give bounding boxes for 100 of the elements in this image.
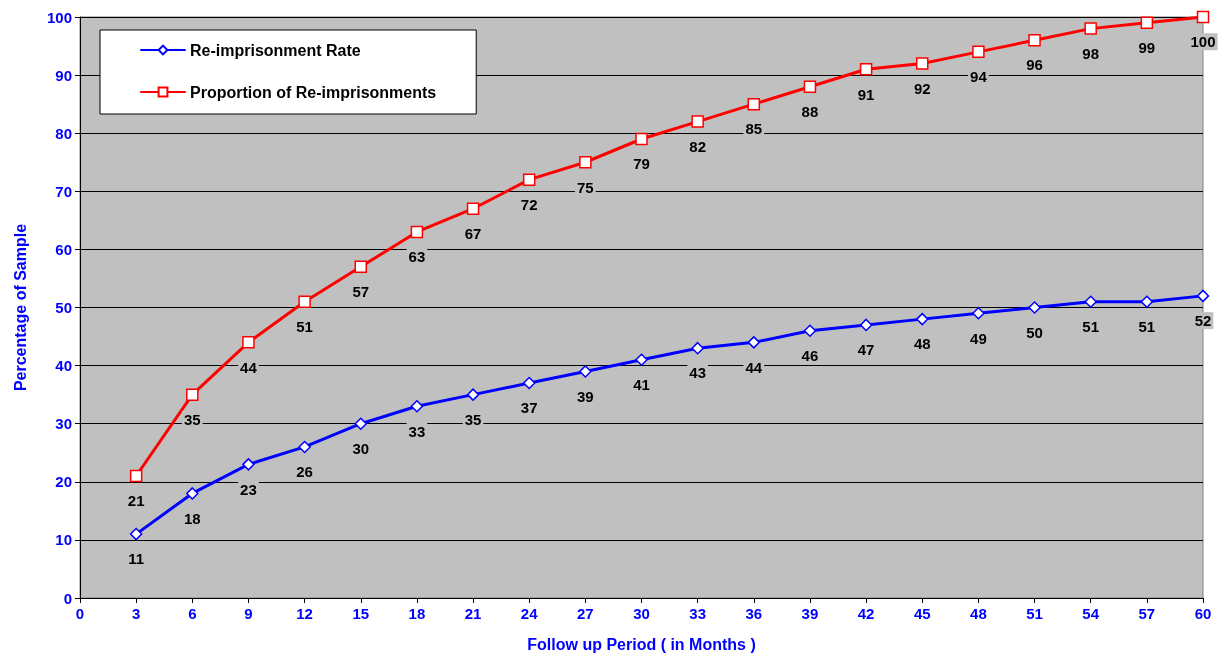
data-label: 63 (408, 248, 426, 266)
data-label: 44 (240, 358, 258, 376)
y-tick-label: 20 (55, 473, 72, 491)
point (129, 527, 143, 541)
x-tick-label: 48 (970, 605, 987, 622)
point (916, 312, 929, 326)
x-tick-label: 36 (745, 605, 763, 622)
y-axis-title: Percentage of Sample (11, 223, 29, 392)
x-tick-label: 57 (1138, 605, 1156, 622)
data-label: 48 (913, 335, 931, 353)
data-label: 79 (633, 155, 650, 173)
y-tick-label: 80 (55, 124, 72, 142)
data-label: 85 (745, 120, 763, 138)
y-tick-label: 0 (63, 589, 72, 607)
x-tick-label: 0 (75, 605, 85, 622)
point (635, 353, 648, 367)
x-tick-label: 54 (1082, 605, 1100, 622)
data-label: 75 (577, 178, 594, 196)
data-label: 94 (970, 68, 988, 86)
data-label: 51 (1138, 317, 1156, 335)
point (1084, 22, 1097, 35)
point (1084, 295, 1097, 308)
y-tick-label: 40 (55, 357, 72, 375)
data-label: 57 (352, 283, 370, 301)
data-label: 47 (857, 341, 875, 359)
data-label: 37 (520, 399, 538, 417)
data-label: 50 (1026, 323, 1043, 341)
point (410, 225, 424, 239)
data-label: 26 (296, 463, 313, 481)
point (691, 341, 704, 355)
point (1028, 301, 1041, 314)
data-label: 82 (689, 137, 706, 155)
point (747, 336, 761, 349)
point (972, 307, 985, 320)
point (1196, 289, 1210, 303)
x-tick-label: 39 (801, 605, 819, 622)
point (859, 318, 873, 332)
data-label: 51 (1082, 317, 1100, 335)
x-tick-label: 24 (520, 605, 539, 622)
x-tick-label: 27 (577, 605, 594, 622)
point (916, 57, 929, 70)
point (579, 156, 592, 169)
x-tick-label: 3 (131, 605, 141, 622)
x-tick-label: 12 (296, 605, 313, 622)
point (354, 417, 367, 430)
y-tick-label: 70 (55, 182, 72, 200)
data-label: 39 (577, 387, 594, 405)
y-tick-label: 50 (55, 299, 72, 316)
point (747, 97, 761, 111)
data-label: 72 (520, 195, 538, 213)
point (522, 376, 536, 390)
point (186, 388, 199, 401)
point (1196, 10, 1210, 24)
data-label: 18 (183, 509, 201, 527)
x-tick-label: 30 (633, 605, 650, 622)
x-tick-label: 42 (857, 605, 875, 622)
y-tick-label: 30 (55, 415, 72, 433)
x-tick-label: 9 (244, 605, 253, 622)
data-label: 21 (127, 492, 145, 510)
point (298, 295, 311, 308)
legend-label: Proportion of Re-imprisonments (190, 83, 437, 101)
point (186, 487, 199, 500)
data-label: 98 (1082, 44, 1100, 62)
data-label: 11 (128, 550, 145, 568)
point (635, 132, 648, 146)
point (803, 324, 817, 337)
data-label: 52 (1194, 312, 1212, 330)
data-label: 88 (801, 102, 819, 120)
point (803, 80, 817, 93)
point (466, 202, 480, 215)
point (354, 260, 367, 274)
data-label: 49 (970, 329, 987, 347)
point (298, 440, 311, 454)
point (466, 388, 480, 401)
data-label: 51 (296, 317, 313, 335)
data-label: 33 (408, 422, 426, 440)
x-tick-label: 45 (913, 605, 931, 622)
x-tick-label: 18 (408, 605, 426, 622)
data-label: 67 (464, 224, 482, 242)
data-label: 43 (689, 364, 706, 382)
x-tick-label: 21 (464, 605, 482, 622)
data-label: 23 (240, 480, 257, 498)
legend-label: Re-imprisonment Rate (190, 41, 361, 59)
point (972, 45, 985, 59)
y-tick-label: 100 (46, 8, 72, 26)
point (691, 115, 704, 128)
data-label: 46 (801, 346, 819, 364)
point (859, 63, 873, 76)
point (129, 469, 143, 483)
y-tick-label: 90 (55, 66, 72, 84)
x-tick-label: 51 (1026, 605, 1043, 622)
point (522, 173, 536, 186)
data-label: 96 (1026, 56, 1043, 74)
point (1140, 16, 1154, 30)
data-label: 100 (1190, 33, 1216, 51)
point (410, 400, 424, 413)
data-label: 35 (464, 410, 482, 428)
y-tick-label: 60 (55, 240, 72, 258)
data-label: 44 (745, 358, 763, 376)
x-tick-label: 6 (188, 605, 197, 622)
